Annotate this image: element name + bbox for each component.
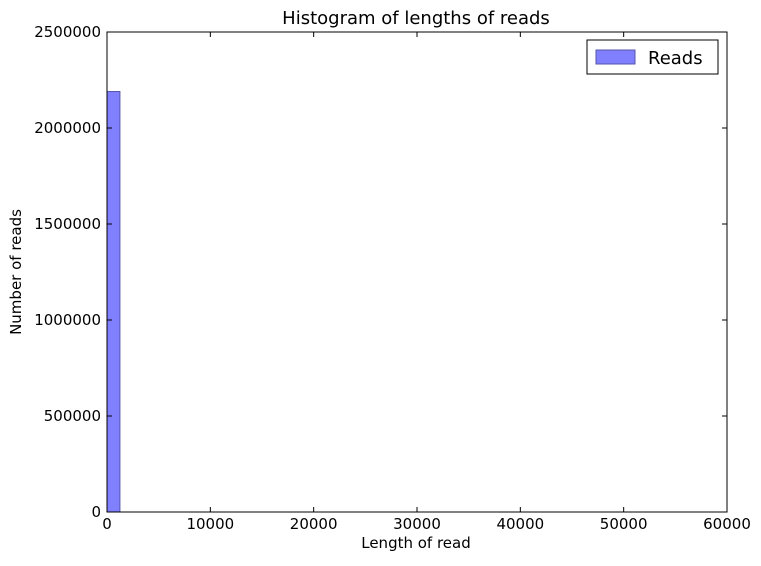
x-axis-label: Length of read: [361, 534, 471, 552]
legend-swatch: [595, 49, 636, 65]
bars-layer: [106, 91, 121, 513]
histogram-bar: [106, 91, 121, 513]
y-tick-label: 2500000: [34, 23, 101, 41]
x-tick-label: 10000: [186, 515, 234, 533]
y-axis-label: Number of reads: [7, 209, 25, 335]
x-tick-label: 60000: [703, 515, 751, 533]
x-tick-label: 20000: [290, 515, 338, 533]
legend-label: Reads: [648, 48, 703, 69]
chart-title: Histogram of lengths of reads: [282, 8, 550, 29]
y-tick-label: 0: [91, 503, 101, 521]
y-tick-label: 2000000: [34, 119, 101, 137]
x-tick-label: 0: [102, 515, 112, 533]
legend: Reads: [586, 39, 719, 75]
y-tick-label: 500000: [44, 407, 101, 425]
x-tick-label: 40000: [496, 515, 544, 533]
y-axis-ticks: 0 500000 1000000 1500000 2000000 2500000: [34, 23, 727, 521]
x-tick-label: 30000: [393, 515, 441, 533]
y-tick-label: 1500000: [34, 215, 101, 233]
y-tick-label: 1000000: [34, 311, 101, 329]
x-tick-label: 50000: [600, 515, 648, 533]
x-axis-ticks: 0 10000 20000 30000 40000 50000 60000: [102, 32, 751, 533]
